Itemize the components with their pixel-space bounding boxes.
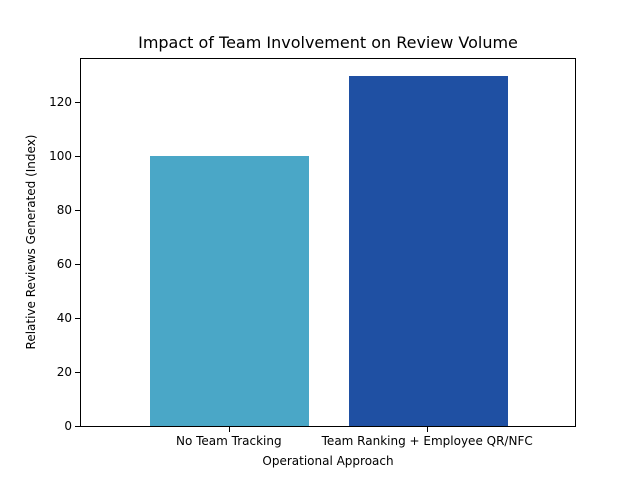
x-tick-label: No Team Tracking (175, 434, 282, 448)
x-tick-label: Team Ranking + Employee QR/NFC (321, 434, 533, 448)
x-tick-mark (427, 427, 429, 432)
y-tick-mark (75, 210, 80, 212)
x-axis-label: Operational Approach (262, 454, 394, 468)
y-tick-mark (75, 426, 80, 427)
y-tick-label: 100 (49, 149, 72, 164)
y-tick-label: 80 (56, 203, 72, 218)
y-axis-label: Relative Reviews Generated (Index) (24, 134, 38, 350)
y-tick-label: 0 (64, 419, 72, 433)
bar-no-team-tracking (150, 156, 310, 426)
y-tick-label: 60 (56, 257, 72, 272)
plot-area (80, 58, 576, 427)
y-tick-mark (75, 156, 80, 158)
y-tick-mark (75, 102, 80, 104)
y-tick-mark (75, 318, 80, 320)
bar-team-ranking-employee-qr-nfc (348, 75, 508, 426)
y-tick-label: 40 (56, 311, 72, 326)
y-tick-label: 120 (49, 95, 72, 110)
y-tick-label: 20 (56, 365, 72, 380)
y-tick-mark (75, 264, 80, 266)
chart-title: Impact of Team Involvement on Review Vol… (138, 33, 518, 52)
y-tick-mark (75, 372, 80, 374)
x-tick-mark (228, 427, 230, 432)
